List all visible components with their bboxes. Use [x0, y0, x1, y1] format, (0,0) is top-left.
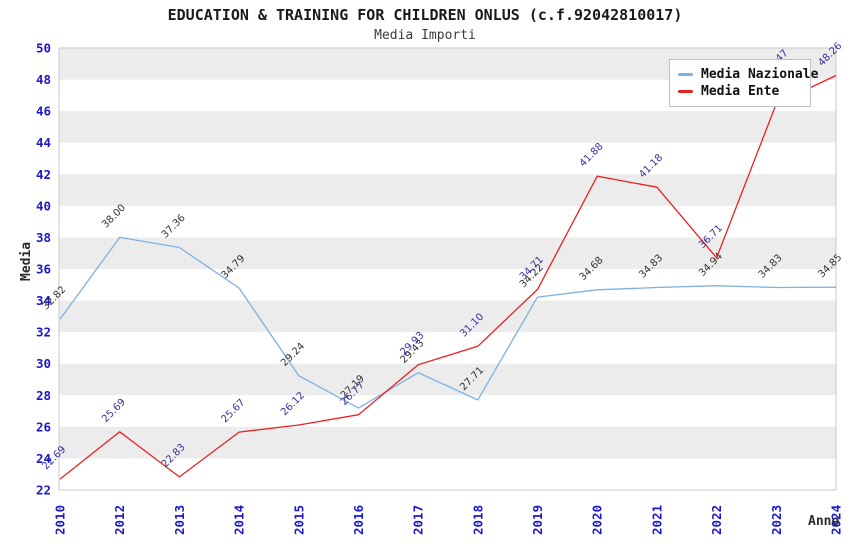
plot-border [58, 47, 837, 491]
x-tick-label: 2019 [530, 505, 545, 535]
x-tick-label: 2020 [590, 505, 605, 535]
y-tick-label: 26 [36, 419, 51, 434]
plot-band [59, 111, 836, 143]
y-tick-label: 32 [36, 325, 51, 340]
y-tick-label: 24 [36, 451, 51, 466]
page-title: EDUCATION & TRAINING FOR CHILDREN ONLUS … [167, 6, 683, 24]
y-tick-label: 42 [36, 167, 51, 182]
point-label: 38.00 [100, 203, 128, 231]
x-tick-label: 2010 [53, 505, 68, 535]
x-tick-label: 2018 [470, 505, 485, 535]
plot-band [59, 363, 836, 396]
x-tick-label: 2021 [649, 505, 664, 535]
legend-label-media-ente: Media Ente [701, 84, 780, 99]
point-label: 25.67 [219, 397, 247, 425]
media-nazionale-line [59, 236, 837, 409]
legend-item-media-ente: Media Ente [678, 83, 802, 100]
x-tick-label: 2016 [351, 505, 366, 535]
plot-band [59, 174, 836, 206]
x-tick-label: 2015 [291, 505, 306, 535]
y-tick-label: 28 [36, 388, 51, 403]
x-tick-label: 2013 [172, 505, 187, 535]
media-ente-line-swatch-icon [678, 90, 693, 93]
plot-band [59, 426, 836, 459]
x-axis-title: Anno [808, 514, 840, 529]
plot-band [59, 300, 836, 333]
y-tick-label: 48 [36, 72, 51, 87]
y-tick-label: 44 [36, 135, 51, 150]
y-tick-label: 38 [36, 230, 51, 245]
y-tick-label: 36 [36, 262, 51, 277]
x-tick-label: 2012 [112, 505, 127, 535]
media-ente-line [59, 74, 837, 480]
legend-label-media-nazionale: Media Nazionale [701, 67, 819, 82]
y-tick-label: 22 [36, 483, 51, 498]
x-tick-label: 2017 [411, 505, 426, 535]
y-tick-label: 50 [36, 41, 51, 56]
point-label: 25.69 [100, 397, 128, 425]
chart-subtitle: Media Importi [374, 28, 476, 43]
point-label: 37.36 [160, 213, 188, 241]
x-tick-label: 2024 [829, 505, 844, 535]
y-tick-label: 40 [36, 198, 51, 213]
y-tick-label: 34 [36, 293, 51, 308]
y-tick-label: 46 [36, 104, 51, 119]
point-label: 41.88 [578, 141, 606, 169]
x-tick-label: 2023 [769, 505, 784, 535]
x-tick-label: 2022 [709, 505, 724, 535]
legend-item-media-nazionale: Media Nazionale [678, 66, 818, 83]
y-axis-title: Media [19, 241, 34, 281]
legend: Media Nazionale Media Ente [669, 59, 818, 107]
media-nazionale-line-swatch-icon [678, 73, 693, 76]
y-tick-label: 30 [36, 356, 51, 371]
x-tick-label: 2014 [232, 505, 247, 535]
